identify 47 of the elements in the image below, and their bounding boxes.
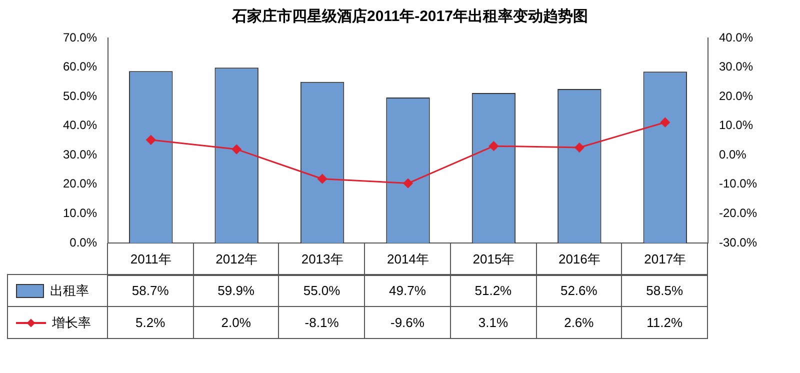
x-tick-label: 2011年: [130, 251, 172, 266]
x-tick-label: 2012年: [216, 251, 258, 266]
data-label: 58.5%: [621, 274, 708, 307]
point: [660, 118, 670, 128]
y-tick-label: 70.0%: [62, 30, 98, 44]
data-label: 59.9%: [192, 274, 280, 307]
data-label: 3.1%: [450, 306, 537, 339]
point: [488, 141, 498, 151]
y2-tick-label: 30.0%: [718, 60, 754, 74]
y2-tick-label: 20.0%: [718, 88, 754, 103]
data-label: 5.2%: [107, 306, 194, 339]
y-tick-label: 60.0%: [62, 60, 98, 74]
data-label: 11.2%: [621, 306, 708, 339]
y2-tick-label: -20.0%: [718, 206, 758, 220]
legend-label: 出租率: [50, 282, 89, 300]
x-tick-label: 2016年: [558, 251, 600, 266]
y2-tick-label: 40.0%: [718, 30, 754, 44]
data-label: 55.0%: [278, 274, 366, 307]
data-label: 51.2%: [450, 274, 537, 307]
point: [232, 144, 242, 154]
y2-tick-label: -30.0%: [718, 235, 758, 250]
y2-tick-label: -10.0%: [718, 176, 758, 191]
chart-title: 石家庄市四星级酒店2011年-2017年出租率变动趋势图: [231, 7, 588, 26]
y-tick-label: 50.0%: [62, 88, 98, 103]
point: [146, 135, 156, 145]
y2-tick-label: 10.0%: [718, 118, 754, 132]
data-label: 2.6%: [536, 306, 622, 339]
data-label: -9.6%: [364, 306, 451, 339]
x-tick-label: 2015年: [472, 251, 515, 266]
point: [574, 142, 584, 152]
y-tick-label: 20.0%: [62, 176, 98, 191]
point: [318, 174, 328, 184]
x-tick-label: 2017年: [644, 251, 686, 266]
y2-tick-label: 0.0%: [718, 147, 747, 162]
data-label: 52.6%: [536, 274, 622, 307]
legend-label: 增长率: [52, 314, 91, 332]
x-tick-label: 2013年: [301, 251, 344, 266]
point: [403, 178, 413, 188]
y-tick-label: 30.0%: [62, 147, 98, 162]
data-label: 49.7%: [364, 274, 451, 307]
y-tick-label: 40.0%: [62, 118, 98, 132]
data-label: 2.0%: [192, 306, 280, 339]
data-label: 58.7%: [107, 274, 194, 307]
x-tick-label: 2014年: [387, 251, 429, 266]
y-tick-label: 10.0%: [62, 206, 98, 220]
data-label: -8.1%: [278, 306, 366, 339]
y-tick-label: 0.0%: [70, 235, 98, 250]
